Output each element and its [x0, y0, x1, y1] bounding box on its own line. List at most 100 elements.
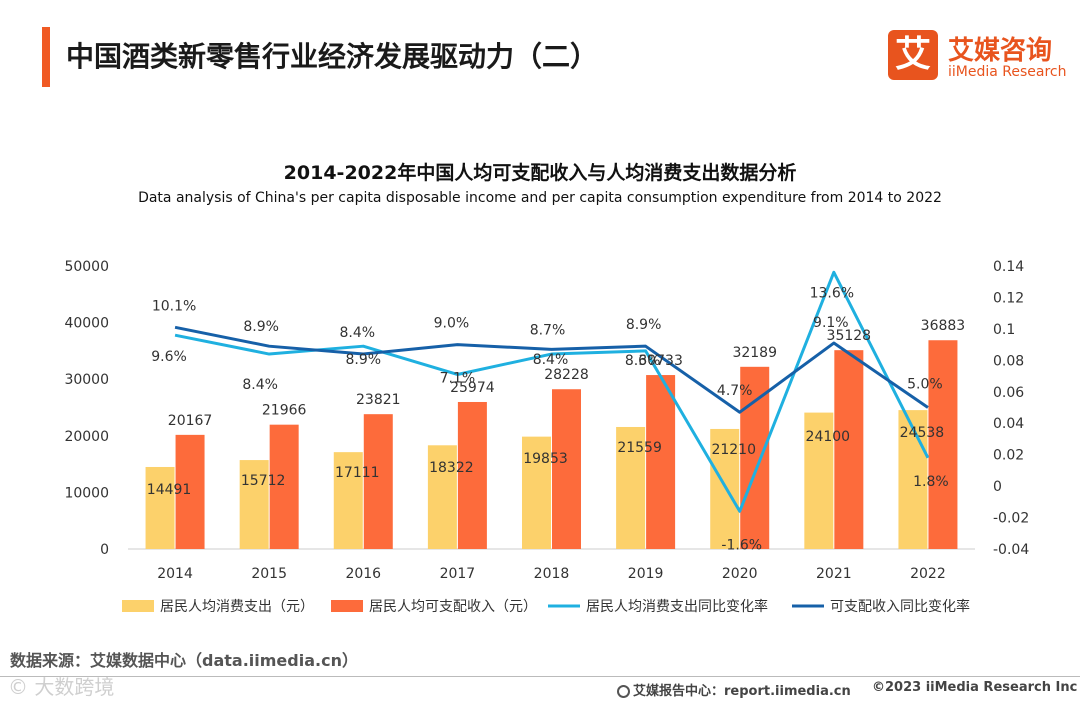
consumption-bar [804, 412, 834, 549]
y-right-tick-label: 0.04 [993, 416, 1024, 432]
consumption-value-label: 17111 [335, 465, 380, 481]
income-bar [740, 366, 770, 549]
chart-subtitle: Data analysis of China's per capita disp… [138, 190, 942, 206]
y-left-tick-label: 40000 [64, 316, 109, 332]
income-growth-label: 8.4% [339, 325, 375, 341]
x-tick-label: 2019 [628, 566, 664, 582]
globe-icon [617, 685, 630, 698]
consumption-growth-label: 8.6% [625, 353, 661, 369]
income-value-label: 25974 [450, 380, 495, 396]
income-growth-line [174, 325, 929, 414]
x-tick-label: 2015 [251, 566, 287, 582]
consumption-value-label: 24100 [806, 429, 851, 445]
consumption-growth-label: 9.6% [151, 349, 187, 365]
y-right-tick-label: -0.02 [993, 511, 1029, 527]
legend-income-label: 居民人均可支配收入（元） [369, 599, 537, 615]
title-accent-bar [42, 27, 50, 87]
income-growth-label: 4.7% [717, 383, 753, 399]
legend-consumption-label: 居民人均消费支出（元） [160, 599, 314, 615]
consumption-value-label: 14491 [147, 482, 192, 498]
consumption-bar [522, 436, 551, 549]
consumption-growth-label: 8.4% [242, 377, 278, 393]
consumption-value-label: 18322 [429, 460, 474, 476]
x-tick-label: 2018 [534, 566, 570, 582]
x-tick-label: 2017 [440, 566, 476, 582]
income-growth-label: 9.0% [434, 316, 470, 332]
income-bar [834, 350, 864, 549]
income-value-label: 20167 [168, 413, 213, 429]
income-bar [175, 434, 205, 549]
consumption-value-label: 21210 [711, 442, 756, 458]
y-right-tick-label: 0.02 [993, 448, 1024, 464]
consumption-bar [616, 426, 646, 549]
report-center-link[interactable]: 艾媒报告中心：report.iimedia.cn [617, 680, 851, 699]
footer-divider [0, 676, 1080, 677]
y-right-tick-label: 0 [993, 479, 1002, 495]
page-title: 中国酒类新零售行业经济发展驱动力（二） [66, 40, 599, 73]
y-left-tick-label: 10000 [64, 485, 109, 501]
report-center-text: 艾媒报告中心：report.iimedia.cn [633, 684, 851, 699]
consumption-bar [239, 460, 269, 549]
logo-mark-icon: 艾 [888, 30, 938, 80]
consumption-bar [333, 452, 363, 549]
y-left-tick-label: 30000 [64, 372, 109, 388]
consumption-value-label: 19853 [523, 451, 568, 467]
consumption-value-label: 15712 [241, 473, 286, 489]
consumption-growth-label: -1.6% [721, 537, 762, 553]
copyright: ©2023 iiMedia Research Inc [872, 680, 1078, 695]
income-bar [269, 424, 299, 549]
consumption-value-label: 24538 [900, 425, 945, 441]
income-value-label: 28228 [544, 367, 589, 383]
x-tick-label: 2020 [722, 566, 758, 582]
x-tick-label: 2016 [345, 566, 381, 582]
data-source: 数据来源：艾媒数据中心（data.iimedia.cn） [10, 651, 358, 670]
income-value-label: 21966 [262, 403, 307, 419]
income-value-label: 36883 [921, 318, 966, 334]
income-value-label: 32189 [732, 345, 777, 361]
income-value-label: 23821 [356, 392, 401, 408]
income-growth-label: 8.7% [530, 322, 566, 338]
iimedia-logo: 艾 艾媒咨询 iiMedia Research [888, 30, 1068, 82]
y-right-tick-label: 0.08 [993, 353, 1024, 369]
logo-chinese-text: 艾媒咨询 [948, 36, 1053, 66]
consumption-growth-label: 13.6% [810, 285, 854, 301]
income-growth-label: 5.0% [907, 377, 943, 393]
consumption-growth-label: 8.9% [345, 352, 381, 368]
y-right-tick-label: 0.12 [993, 290, 1024, 306]
income-value-label: 30733 [638, 353, 683, 369]
income-growth-label: 10.1% [152, 298, 196, 314]
consumption-bar [145, 466, 175, 549]
logo-english-text: iiMedia Research [948, 64, 1067, 80]
consumption-value-label: 21559 [617, 440, 662, 456]
y-right-tick-label: 0.06 [993, 385, 1024, 401]
x-tick-label: 2021 [816, 566, 852, 582]
y-right-tick-label: 0.1 [993, 322, 1015, 338]
consumption-growth-label: 7.1% [440, 370, 476, 386]
x-tick-label: 2014 [157, 566, 193, 582]
consumption-growth-line [174, 270, 930, 513]
legend-consumption-swatch [122, 600, 154, 612]
legend-consumption-growth-label: 居民人均消费支出同比变化率 [586, 598, 768, 615]
income-bar [928, 340, 958, 549]
consumption-bar [427, 445, 457, 549]
income-growth-label: 9.1% [813, 315, 849, 331]
y-right-tick-label: 0.14 [993, 259, 1024, 275]
income-bar [457, 401, 487, 549]
legend-income-growth-label: 可支配收入同比变化率 [830, 598, 970, 615]
income-bar [646, 375, 676, 549]
consumption-bar [898, 410, 928, 549]
y-left-tick-label: 0 [100, 542, 109, 558]
income-growth-label: 8.9% [626, 317, 662, 333]
consumption-growth-label: 8.4% [533, 352, 569, 368]
consumption-bar [710, 428, 740, 549]
y-left-tick-label: 50000 [64, 259, 109, 275]
chart-title: 2014-2022年中国人均可支配收入与人均消费支出数据分析 [283, 162, 797, 184]
consumption-growth-label: 1.8% [913, 474, 949, 490]
y-left-tick-label: 20000 [64, 429, 109, 445]
legend-income-swatch [331, 600, 363, 612]
x-tick-label: 2022 [910, 566, 946, 582]
income-bar [363, 414, 393, 549]
income-value-label: 35128 [827, 328, 872, 344]
watermark: © 大数跨境 [8, 675, 115, 699]
